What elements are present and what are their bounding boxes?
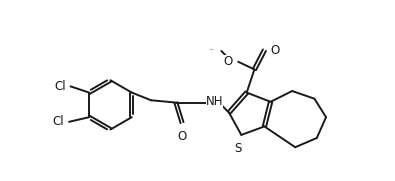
Text: O: O [271,44,280,57]
Text: Cl: Cl [53,115,64,128]
Text: S: S [235,142,242,155]
Text: methyl: methyl [210,49,214,50]
Text: Cl: Cl [55,80,66,93]
Text: O: O [177,130,187,142]
Text: NH: NH [206,95,223,108]
Text: O: O [224,55,233,68]
